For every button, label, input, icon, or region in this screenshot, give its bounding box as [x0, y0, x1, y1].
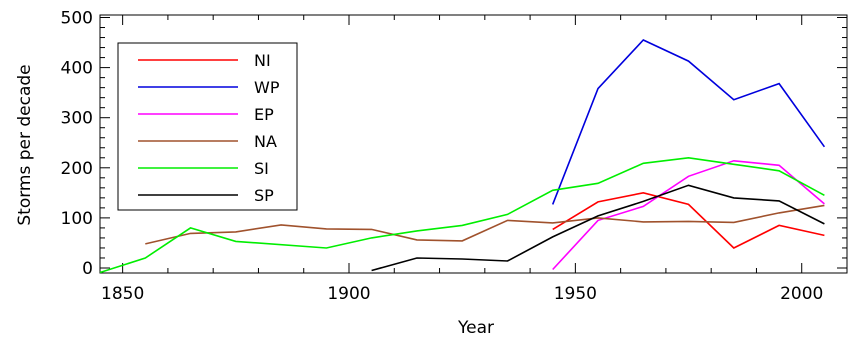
- axis-ticks: 1850 1900 1950 2000 0 100 200 300 400 500: [61, 9, 848, 304]
- plot-frame: [99, 14, 848, 274]
- y-tick-label: 100: [61, 209, 93, 229]
- series-line-si: [99, 156, 825, 274]
- y-axis-label: Storms per decade: [15, 64, 35, 225]
- y-tick-label: 0: [82, 259, 93, 279]
- series-line-ni: [552, 191, 825, 249]
- legend-label-ep: EP: [254, 105, 274, 124]
- series-line-na: [145, 204, 825, 245]
- legend-label-na: NA: [254, 132, 277, 151]
- legend-label-wp: WP: [254, 78, 280, 97]
- legend-box: [117, 42, 298, 211]
- x-tick-label: 1950: [554, 284, 597, 304]
- legend-label-si: SI: [254, 159, 269, 178]
- series-line-ep: [552, 159, 825, 271]
- x-tick-label: 2000: [780, 284, 823, 304]
- x-tick-label: 1850: [101, 284, 144, 304]
- legend: NI WP EP NA SI SP: [117, 42, 298, 211]
- x-axis-label: Year: [457, 318, 494, 337]
- legend-label-sp: SP: [254, 186, 274, 205]
- series-line-wp: [551, 39, 826, 205]
- y-tick-label: 300: [61, 109, 93, 129]
- series-line-sp: [371, 184, 825, 272]
- y-tick-label: 200: [61, 159, 93, 179]
- y-tick-label: 500: [61, 9, 93, 29]
- series-lines: [99, 39, 826, 274]
- x-tick-label: 1900: [327, 284, 370, 304]
- legend-label-ni: NI: [254, 51, 271, 70]
- y-tick-label: 400: [61, 59, 93, 79]
